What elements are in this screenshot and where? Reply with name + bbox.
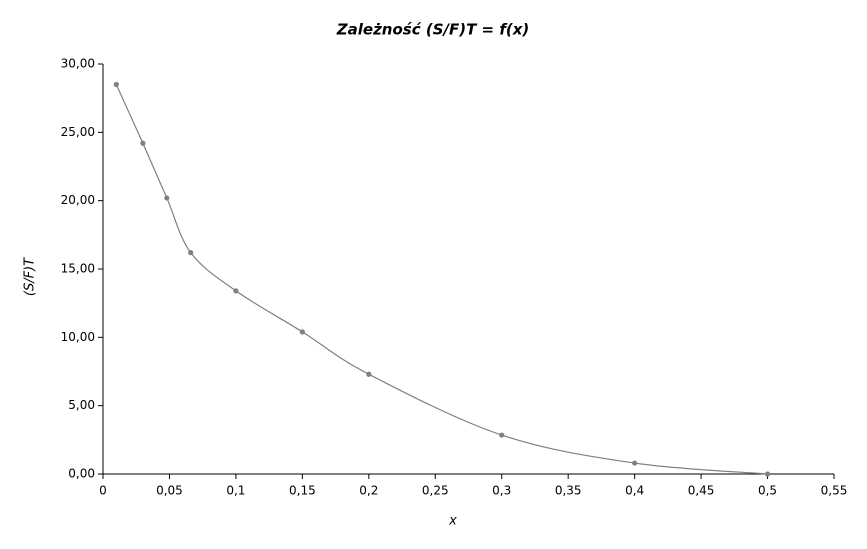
x-tick-label: 0,15 <box>289 484 316 498</box>
x-axis-label: x <box>448 514 457 529</box>
y-tick-label: 5,00 <box>68 398 95 412</box>
series-line <box>115 84 768 475</box>
x-tick-label: 0,5 <box>758 484 777 498</box>
data-point <box>140 140 146 146</box>
data-point <box>299 329 305 335</box>
data-point <box>233 288 239 294</box>
x-tick-label: 0,25 <box>422 484 449 498</box>
x-tick-label: 0,1 <box>226 484 245 498</box>
x-tick-label: 0,35 <box>555 484 582 498</box>
x-tick-label: 0,45 <box>688 484 715 498</box>
x-tick-label: 0,55 <box>821 484 848 498</box>
data-point <box>764 471 771 477</box>
y-tick-label: 10,00 <box>61 330 95 344</box>
y-tick-label: 20,00 <box>61 193 95 207</box>
y-tick-label: 0,00 <box>68 467 95 481</box>
x-tick-label: 0,05 <box>156 484 183 498</box>
y-tick-label: 25,00 <box>61 125 95 139</box>
data-point <box>366 371 372 377</box>
data-point <box>499 432 505 438</box>
chart-title: Zależność (S/F)T = f(x) <box>336 21 529 39</box>
data-point <box>632 460 638 466</box>
y-tick-label: 30,00 <box>61 57 95 71</box>
y-tick-label: 15,00 <box>61 262 95 276</box>
data-point <box>113 81 119 88</box>
x-tick-label: 0,4 <box>625 484 644 498</box>
data-point <box>188 250 194 256</box>
y-axis-label: (S/F)T <box>23 257 38 296</box>
x-tick-label: 0,2 <box>359 484 378 498</box>
x-tick-label: 0 <box>99 484 107 498</box>
data-point <box>164 195 170 201</box>
x-tick-label: 0,3 <box>492 484 511 498</box>
